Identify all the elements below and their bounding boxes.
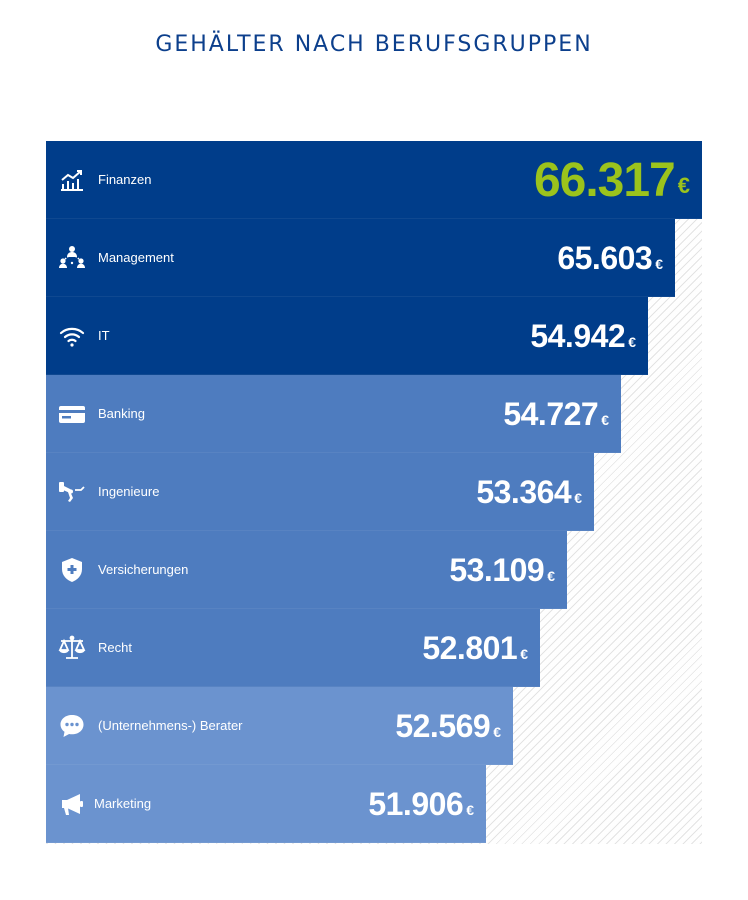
chart-title: GEHÄLTER NACH BERUFSGRUPPEN bbox=[155, 32, 593, 57]
bar-banking: Banking 54.727 € bbox=[46, 375, 621, 453]
bar-ingenieure: Ingenieure 53.364 € bbox=[46, 453, 594, 531]
team-hierarchy-icon bbox=[58, 244, 86, 272]
currency-symbol: € bbox=[601, 412, 609, 428]
bar-marketing: Marketing 51.906 € bbox=[46, 765, 486, 843]
bar-category-label: Banking bbox=[98, 406, 145, 421]
chart-growth-icon bbox=[58, 166, 86, 194]
currency-symbol: € bbox=[547, 568, 555, 584]
bar-value-label: 53.109 € bbox=[449, 531, 555, 609]
bar-value-number: 53.109 bbox=[449, 551, 545, 588]
bar-value-label: 53.364 € bbox=[476, 453, 582, 531]
shield-plus-icon bbox=[58, 556, 86, 584]
bar-value-number: 65.603 bbox=[557, 239, 653, 276]
bar-category-label: (Unternehmens-) Berater bbox=[98, 718, 243, 733]
bar-value-label: 54.942 € bbox=[530, 297, 636, 375]
bar-value-number: 52.569 bbox=[395, 707, 491, 744]
bar-category-label: IT bbox=[98, 328, 110, 343]
robot-arm-icon bbox=[58, 478, 86, 506]
bar-recht: Recht 52.801 € bbox=[46, 609, 540, 687]
bar-value-label: 54.727 € bbox=[503, 375, 609, 453]
bar-value-number: 54.727 bbox=[503, 395, 599, 432]
bar-value-label: 66.317 € bbox=[534, 141, 690, 219]
bar-management: Management 65.603 € bbox=[46, 219, 675, 297]
megaphone-icon bbox=[58, 790, 86, 818]
scales-icon bbox=[58, 634, 86, 662]
wifi-icon bbox=[58, 322, 86, 350]
currency-symbol: € bbox=[493, 724, 501, 740]
bar-versicherungen: Versicherungen 53.109 € bbox=[46, 531, 567, 609]
currency-symbol: € bbox=[574, 490, 582, 506]
bar-value-number: 51.906 bbox=[368, 785, 464, 822]
bar-value-label: 52.801 € bbox=[422, 609, 528, 687]
bar-unternehmens-berater: (Unternehmens-) Berater 52.569 € bbox=[46, 687, 513, 765]
credit-card-icon bbox=[58, 400, 86, 428]
bar-chart: Finanzen 66.317 € Management 65.603 € IT 54.942… bbox=[46, 141, 702, 844]
bar-value-label: 51.906 € bbox=[368, 765, 474, 843]
currency-symbol: € bbox=[655, 256, 663, 272]
bar-category-label: Versicherungen bbox=[98, 562, 189, 577]
speech-bubble-icon bbox=[58, 712, 86, 740]
bar-it: IT 54.942 € bbox=[46, 297, 648, 375]
bar-finanzen: Finanzen 66.317 € bbox=[46, 141, 702, 219]
bar-category-label: Ingenieure bbox=[98, 484, 160, 499]
bar-category-label: Finanzen bbox=[98, 172, 152, 187]
currency-symbol: € bbox=[677, 173, 690, 198]
currency-symbol: € bbox=[628, 334, 636, 350]
bar-value-number: 53.364 bbox=[476, 473, 572, 510]
bar-category-label: Recht bbox=[98, 640, 132, 655]
bar-value-number: 52.801 bbox=[422, 629, 518, 666]
bar-category-label: Marketing bbox=[94, 796, 152, 811]
currency-symbol: € bbox=[520, 646, 528, 662]
bar-category-label: Management bbox=[98, 250, 174, 265]
bar-value-number: 54.942 bbox=[530, 317, 626, 354]
bar-value-label: 52.569 € bbox=[395, 687, 501, 765]
bar-value-number: 66.317 bbox=[533, 153, 676, 207]
bar-value-label: 65.603 € bbox=[557, 219, 663, 297]
currency-symbol: € bbox=[466, 802, 474, 818]
